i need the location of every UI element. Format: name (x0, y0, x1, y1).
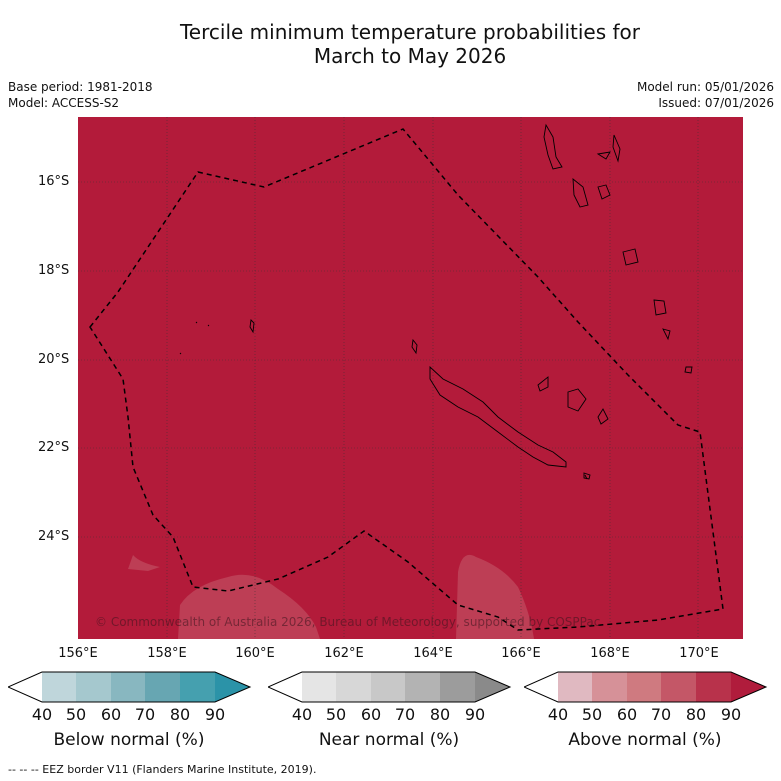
meta-left: Base period: 1981-2018 Model: ACCESS-S2 (8, 79, 153, 111)
lon-tick-158: 158°E (147, 646, 187, 661)
map-title: Tercile minimum temperature probabilitie… (0, 20, 781, 68)
lat-tick-16: 16°S (38, 174, 70, 189)
lon-tick-170: 170°E (679, 646, 719, 661)
isle-of-pines (583, 472, 591, 480)
lon-tick-168: 168°E (590, 646, 630, 661)
probability-patch-west (128, 555, 160, 571)
issued-date: Issued: 07/01/2026 (658, 96, 774, 110)
cb1-tick-80: 80 (169, 705, 191, 724)
cb1-seg-1 (42, 672, 76, 702)
cb3-tick-80: 80 (685, 705, 707, 724)
cb2-seg-1 (302, 672, 336, 702)
title-line-1: Tercile minimum temperature probabilitie… (179, 20, 641, 44)
cb2-tick-60: 60 (360, 705, 382, 724)
cb1-tick-40: 40 (31, 705, 53, 724)
title-line-2: March to May 2026 (313, 44, 507, 68)
cb2-seg-6 (475, 672, 510, 702)
cb3-outline (524, 671, 768, 703)
cb3-seg-3 (627, 672, 661, 702)
copyright-watermark: © Commonwealth of Australia 2026, Bureau… (95, 615, 601, 629)
lon-tick-164: 164°E (413, 646, 453, 661)
cb1-seg-3 (111, 672, 145, 702)
new-caledonia (429, 365, 567, 468)
isolated-islands (179, 319, 588, 480)
cb1-seg-5 (180, 672, 215, 702)
cb1-tick-60: 60 (100, 705, 122, 724)
cb1-outline (8, 671, 252, 703)
cb2-seg-5 (440, 672, 475, 702)
meta-right: Model run: 05/01/2026 Issued: 07/01/2026 (637, 79, 774, 111)
cb1-seg-2 (76, 672, 111, 702)
vanuatu-espiritu-santo (543, 123, 563, 170)
vanuatu-malekula (572, 178, 589, 208)
cb2-outline (268, 671, 512, 703)
lon-tick-162: 162°E (324, 646, 364, 661)
cb3-tick-40: 40 (547, 705, 569, 724)
cb2-tick-70: 70 (394, 705, 416, 724)
lat-tick-24: 24°S (38, 529, 70, 544)
map-panel (78, 117, 743, 639)
colorbar-label-above: Above normal (%) (568, 730, 722, 750)
cb1-tick-90: 90 (204, 705, 226, 724)
cb2-seg-0 (268, 672, 302, 702)
base-period: Base period: 1981-2018 (8, 80, 153, 94)
lon-tick-160: 160°E (235, 646, 275, 661)
probability-patch-south (178, 574, 320, 639)
cb3-tick-50: 50 (581, 705, 603, 724)
vanuatu-efate (597, 184, 639, 266)
eez-footer-note: -- -- -- EEZ border V11 (Flanders Marine… (8, 763, 317, 776)
cb3-tick-90: 90 (720, 705, 742, 724)
colorbar-below-normal (8, 671, 252, 703)
cb2-tick-90: 90 (464, 705, 486, 724)
colorbar-near-normal (268, 671, 512, 703)
loyalty-islands (537, 376, 609, 425)
vanuatu-tanna (662, 328, 693, 374)
cb2-tick-50: 50 (325, 705, 347, 724)
cb1-tick-70: 70 (134, 705, 156, 724)
cb2-tick-40: 40 (291, 705, 313, 724)
vanuatu-erromango (653, 299, 667, 316)
lat-tick-18: 18°S (38, 263, 70, 278)
cb3-tick-60: 60 (616, 705, 638, 724)
gridlines (78, 117, 743, 639)
colorbar-label-below: Below normal (%) (53, 730, 205, 750)
lat-tick-20: 20°S (38, 352, 70, 367)
cb1-seg-0 (8, 672, 42, 702)
cb3-tick-70: 70 (650, 705, 672, 724)
cb3-seg-0 (524, 672, 558, 702)
cb1-seg-6 (215, 672, 250, 702)
cb2-seg-2 (336, 672, 371, 702)
map-svg (78, 117, 743, 639)
cb2-seg-3 (371, 672, 405, 702)
colorbar-above-normal (524, 671, 768, 703)
cb3-seg-2 (592, 672, 627, 702)
vanuatu-northern-islands (596, 134, 621, 163)
belep-islands (411, 338, 418, 355)
lon-tick-156: 156°E (58, 646, 98, 661)
lat-tick-22: 22°S (38, 440, 70, 455)
cb1-seg-4 (145, 672, 180, 702)
cb3-seg-6 (731, 672, 766, 702)
cb2-seg-4 (405, 672, 440, 702)
eez-border (89, 128, 724, 631)
probability-patch-southeast (456, 554, 534, 639)
cb3-seg-4 (661, 672, 696, 702)
cb1-tick-50: 50 (65, 705, 87, 724)
model-run: Model run: 05/01/2026 (636, 80, 774, 94)
probability-field (78, 117, 743, 639)
lon-tick-166: 166°E (501, 646, 541, 661)
colorbar-label-near: Near normal (%) (318, 730, 460, 750)
model-name: Model: ACCESS-S2 (8, 96, 120, 110)
cb3-seg-5 (696, 672, 731, 702)
cb3-seg-1 (558, 672, 592, 702)
cb2-tick-80: 80 (429, 705, 451, 724)
